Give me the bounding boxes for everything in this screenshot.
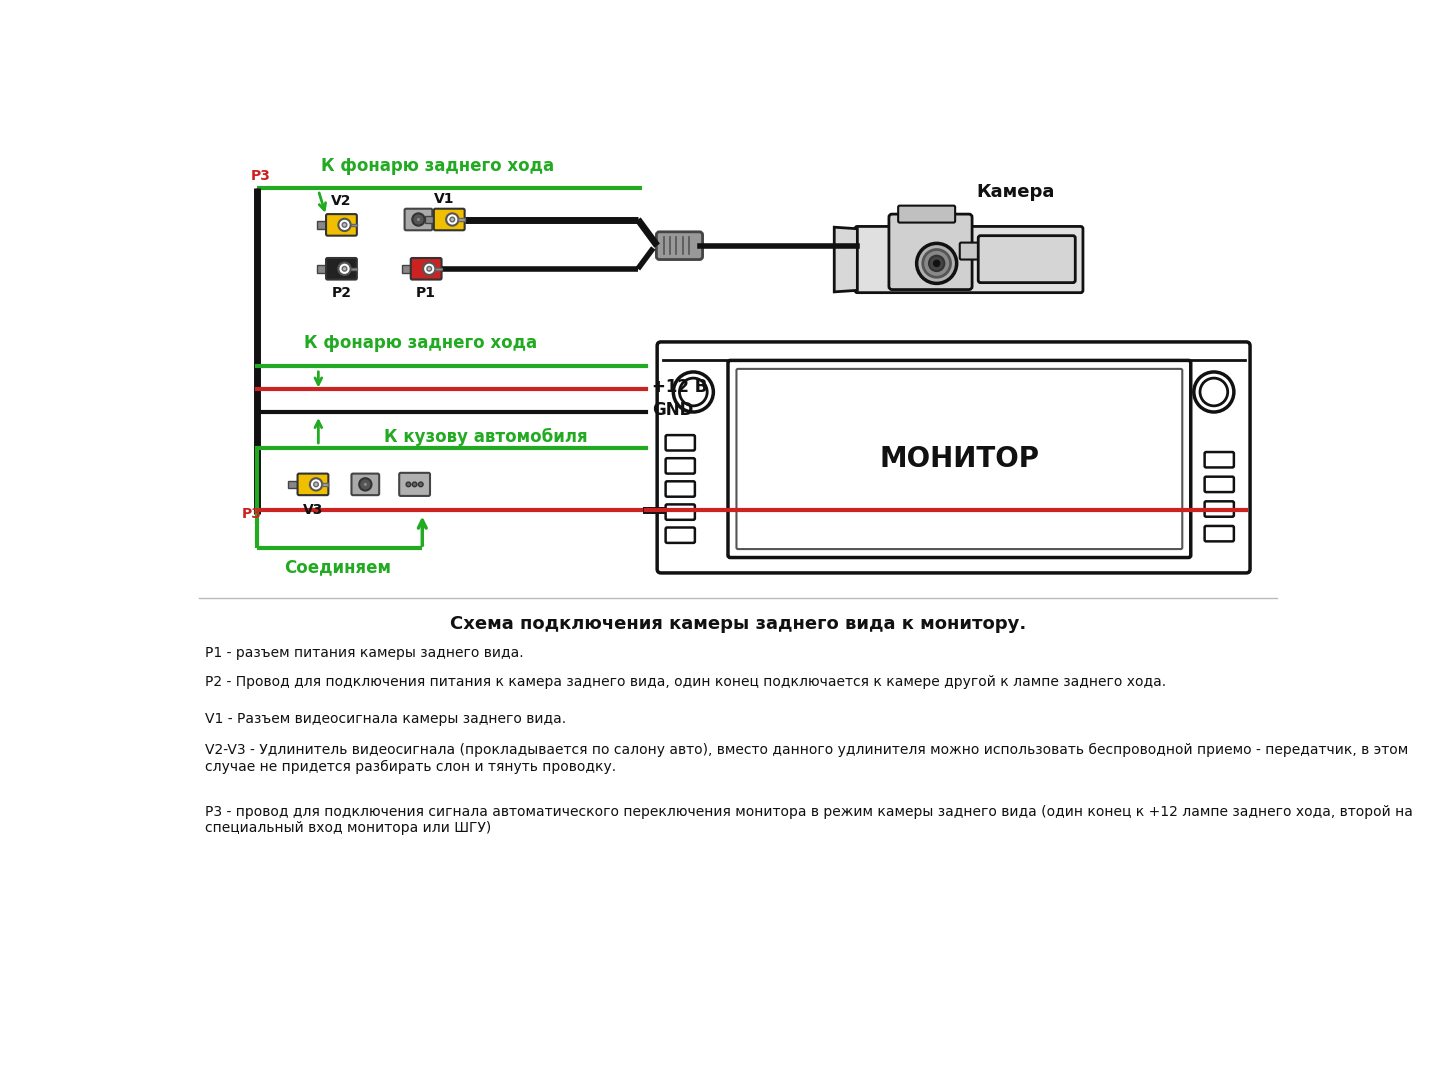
Text: V1 - Разъем видеосигнала камеры заднего вида.: V1 - Разъем видеосигнала камеры заднего … xyxy=(204,712,566,727)
Text: Соединяем: Соединяем xyxy=(284,559,392,577)
Circle shape xyxy=(451,218,455,222)
Bar xyxy=(351,268,357,270)
FancyBboxPatch shape xyxy=(657,232,703,259)
FancyBboxPatch shape xyxy=(736,369,1182,549)
FancyBboxPatch shape xyxy=(665,481,696,496)
Circle shape xyxy=(343,223,347,227)
FancyBboxPatch shape xyxy=(888,214,972,289)
Circle shape xyxy=(359,478,372,491)
FancyBboxPatch shape xyxy=(729,360,1191,557)
FancyBboxPatch shape xyxy=(665,527,696,542)
Bar xyxy=(351,224,357,226)
Circle shape xyxy=(343,267,347,271)
FancyBboxPatch shape xyxy=(665,505,696,520)
Text: V2: V2 xyxy=(331,194,351,208)
FancyBboxPatch shape xyxy=(855,226,1083,293)
Text: P1 - разъем питания камеры заднего вида.: P1 - разъем питания камеры заднего вида. xyxy=(204,646,524,660)
Text: МОНИТОР: МОНИТОР xyxy=(880,445,1040,473)
Text: К фонарю заднего хода: К фонарю заднего хода xyxy=(321,157,554,175)
Circle shape xyxy=(338,263,351,274)
Bar xyxy=(435,268,442,270)
Circle shape xyxy=(363,482,367,487)
Circle shape xyxy=(674,372,713,412)
FancyBboxPatch shape xyxy=(1205,452,1234,467)
FancyBboxPatch shape xyxy=(351,474,379,495)
FancyBboxPatch shape xyxy=(665,435,696,450)
FancyBboxPatch shape xyxy=(399,473,431,496)
Circle shape xyxy=(423,263,435,274)
Circle shape xyxy=(680,378,707,406)
Circle shape xyxy=(917,243,956,283)
FancyBboxPatch shape xyxy=(899,206,955,223)
Circle shape xyxy=(314,482,318,487)
FancyBboxPatch shape xyxy=(665,458,696,474)
FancyBboxPatch shape xyxy=(410,258,442,280)
Circle shape xyxy=(412,482,418,487)
Text: V3: V3 xyxy=(302,503,323,517)
Circle shape xyxy=(338,219,351,232)
Bar xyxy=(458,219,465,221)
Circle shape xyxy=(1194,372,1234,412)
Text: К кузову автомобиля: К кузову автомобиля xyxy=(384,428,588,446)
Text: V2-V3 - Удлинитель видеосигнала (прокладывается по салону авто), вместо данного : V2-V3 - Удлинитель видеосигнала (проклад… xyxy=(204,743,1408,774)
Circle shape xyxy=(412,213,425,226)
FancyBboxPatch shape xyxy=(657,342,1250,572)
FancyBboxPatch shape xyxy=(402,265,412,272)
Text: P3 - провод для подключения сигнала автоматического переключения монитора в режи: P3 - провод для подключения сигнала авто… xyxy=(204,805,1413,835)
Circle shape xyxy=(406,482,410,487)
Text: P2: P2 xyxy=(331,286,351,300)
Text: Камера: Камера xyxy=(976,183,1056,200)
Text: +12 В: +12 В xyxy=(652,378,707,397)
FancyBboxPatch shape xyxy=(298,474,328,495)
Circle shape xyxy=(416,218,420,222)
FancyBboxPatch shape xyxy=(433,209,465,230)
Text: Схема подключения камеры заднего вида к монитору.: Схема подключения камеры заднего вида к … xyxy=(449,615,1027,634)
Bar xyxy=(323,483,328,486)
Circle shape xyxy=(446,213,458,226)
Circle shape xyxy=(923,250,950,278)
FancyBboxPatch shape xyxy=(317,221,327,228)
Circle shape xyxy=(1200,378,1228,406)
Circle shape xyxy=(929,256,945,271)
FancyBboxPatch shape xyxy=(317,265,327,272)
Text: GND: GND xyxy=(652,401,693,419)
Polygon shape xyxy=(834,227,857,292)
Text: P3: P3 xyxy=(251,169,271,183)
Text: P2 - Провод для подключения питания к камера заднего вида, один конец подключает: P2 - Провод для подключения питания к ка… xyxy=(204,675,1166,689)
FancyBboxPatch shape xyxy=(288,480,300,488)
Text: P1: P1 xyxy=(416,286,436,300)
FancyBboxPatch shape xyxy=(1205,477,1234,492)
Circle shape xyxy=(933,260,940,267)
Text: К фонарю заднего хода: К фонарю заднего хода xyxy=(304,333,537,352)
FancyBboxPatch shape xyxy=(1205,526,1234,541)
FancyBboxPatch shape xyxy=(325,258,357,280)
Circle shape xyxy=(310,478,323,491)
Text: V1: V1 xyxy=(433,192,454,207)
FancyBboxPatch shape xyxy=(325,214,357,236)
Text: P3: P3 xyxy=(242,507,261,521)
Circle shape xyxy=(426,267,432,271)
FancyBboxPatch shape xyxy=(1205,502,1234,517)
FancyBboxPatch shape xyxy=(959,242,979,259)
Circle shape xyxy=(419,482,423,487)
FancyBboxPatch shape xyxy=(978,236,1076,283)
FancyBboxPatch shape xyxy=(425,215,435,223)
FancyBboxPatch shape xyxy=(405,209,432,230)
